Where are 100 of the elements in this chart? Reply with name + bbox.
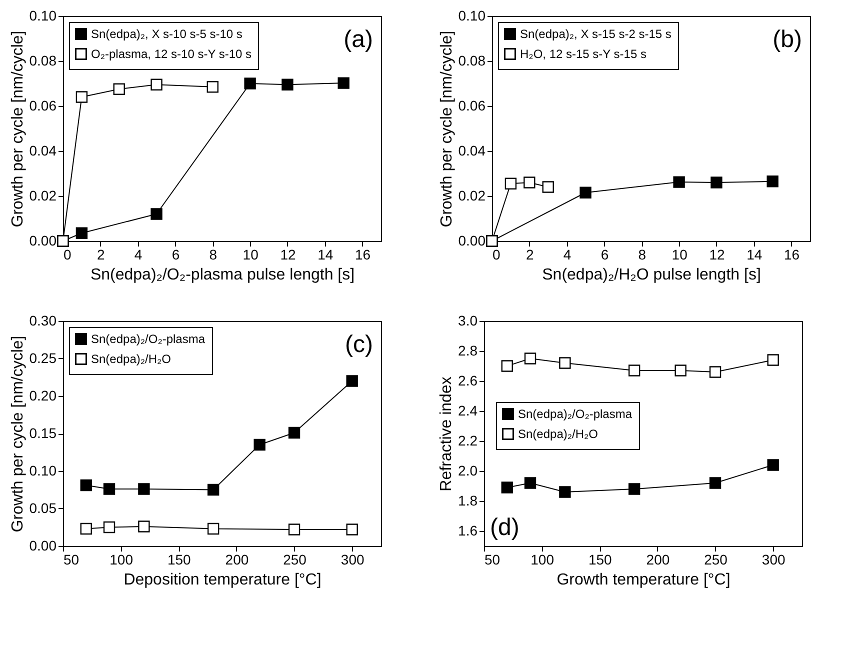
point [709,477,722,489]
x-tick-label: 250 [283,552,307,568]
x-tick-label: 2 [97,246,106,262]
legend-label: Sn(edpa)₂/H₂O [518,427,598,441]
point [524,477,536,489]
point [76,91,88,103]
x-tick-label: 4 [134,246,142,262]
y-tick-label: 3.0 [458,312,478,328]
point [288,426,300,439]
y-tick-label: 0.04 [29,142,57,158]
y-tick-label: 0.04 [458,142,486,158]
point [76,227,88,239]
legend-label: Sn(edpa)₂, X s-10 s-5 s-10 s [91,27,242,41]
point [80,522,92,535]
point [710,176,722,188]
y-tick-label: 0.00 [29,538,57,554]
x-tick-label: 14 [318,246,334,262]
y-tick-label: 2.0 [458,462,478,478]
x-tick-label: 10 [672,246,688,262]
y-tick-label: 0.02 [458,188,486,204]
y-tick-label: 2.2 [458,432,478,448]
point [559,357,571,369]
x-tick-label: 6 [172,246,180,262]
x-tick-label: 150 [588,552,612,568]
x-tick-label: 0 [492,246,500,262]
point [709,366,722,378]
legend-label: O₂-plasma, 12 s-10 s-Y s-10 s [91,47,252,61]
point [628,364,640,376]
point [628,483,640,495]
y-tick-label: 2.4 [458,402,478,418]
point [338,77,350,89]
legend-label: Sn(edpa)₂/H₂O [91,352,172,366]
y-tick-label: 0.00 [458,232,486,248]
y-tick-label: 0.05 [29,500,57,516]
y-tick-label: 0.02 [29,188,57,204]
legend-label: Sn(edpa)₂/O₂-plasma [518,407,632,421]
x-tick-label: 100 [110,552,134,568]
y-tick-label: 1.8 [458,492,478,508]
y-tick-label: 2.6 [458,372,478,388]
y-tick-label: 0.08 [458,52,486,68]
point [501,482,513,494]
y-tick-label: 0.20 [29,388,57,404]
y-axis-title: Growth per cycle [nm/cycle] [9,336,26,532]
annotation: (c) [345,331,373,358]
x-tick-label: 12 [709,246,725,262]
annotation: (a) [344,26,373,53]
x-tick-label: 16 [355,246,371,262]
y-tick-label: 2.8 [458,342,478,358]
annotation: (d) [490,514,520,541]
x-tick-label: 0 [64,246,72,262]
point [346,375,358,387]
point [244,78,256,90]
point [150,78,162,90]
y-tick-label: 0.00 [29,232,57,248]
point [767,459,779,471]
point [501,360,513,372]
x-axis-title: Growth temperature [°C] [556,572,730,588]
x-tick-label: 100 [530,552,554,568]
x-tick-label: 16 [784,246,800,262]
x-tick-label: 2 [526,246,534,262]
point [559,486,571,498]
point [542,181,554,193]
point [207,484,220,496]
x-tick-label: 200 [646,552,670,568]
x-tick-label: 50 [64,552,80,568]
x-tick-label: 200 [225,552,249,568]
y-tick-label: 0.25 [29,350,57,366]
x-tick-label: 300 [762,552,786,568]
x-tick-label: 150 [167,552,192,568]
x-axis-title: Deposition temperature [°C] [124,572,322,588]
point [80,479,92,492]
x-tick-label: 12 [280,246,296,262]
legend-label: Sn(edpa)₂/O₂-plasma [91,332,206,346]
x-tick-label: 8 [209,246,218,262]
point [766,176,778,188]
x-tick-label: 50 [484,552,500,568]
x-tick-label: 300 [340,552,364,568]
point [674,364,686,376]
point [103,521,116,534]
point [113,83,125,95]
point [288,524,300,536]
point [767,354,779,366]
point [282,78,294,90]
point [580,186,592,198]
legend-label: Sn(edpa)₂, X s-15 s-2 s-15 s [520,27,672,41]
y-tick-label: 0.08 [29,52,57,68]
x-tick-label: 250 [704,552,728,568]
y-tick-label: 1.6 [458,522,478,538]
point [150,208,162,220]
point [207,522,220,535]
annotation: (b) [772,26,802,53]
y-tick-label: 0.10 [29,462,57,478]
y-tick-label: 0.15 [29,425,57,441]
x-tick-label: 10 [242,246,259,262]
y-tick-label: 0.10 [458,8,486,24]
legend-label: H₂O, 12 s-15 s-Y s-15 s [520,47,646,61]
y-axis-title: Growth per cycle [nm/cycle] [438,30,456,228]
point [138,520,150,532]
x-tick-label: 4 [563,246,572,262]
point [103,483,116,495]
